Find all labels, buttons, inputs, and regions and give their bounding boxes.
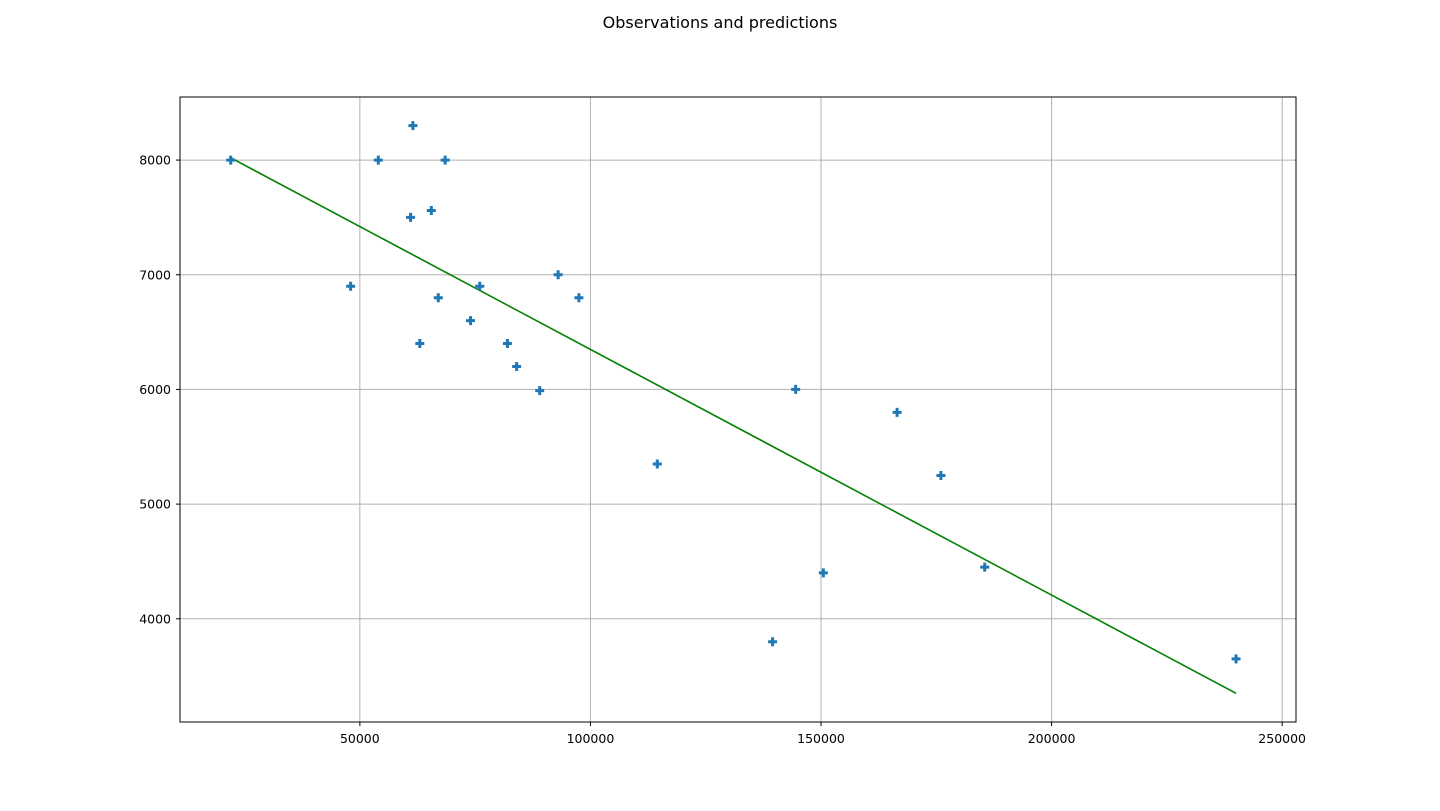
- observation-point: [346, 281, 356, 291]
- observation-point: [818, 568, 828, 578]
- x-tick-label: 50000: [340, 731, 380, 746]
- observation-point: [553, 270, 563, 280]
- y-tick-label: 6000: [139, 382, 171, 397]
- observation-point: [512, 361, 522, 371]
- x-tick-label: 200000: [1028, 731, 1076, 746]
- observation-point: [791, 384, 801, 394]
- observation-point: [1231, 654, 1241, 664]
- y-tick-label: 4000: [139, 611, 171, 626]
- observation-point: [433, 293, 443, 303]
- x-tick-label: 100000: [567, 731, 615, 746]
- observation-point: [936, 470, 946, 480]
- observation-point: [406, 212, 416, 222]
- observation-point: [440, 155, 450, 165]
- observation-point: [980, 562, 990, 572]
- observation-point: [408, 121, 418, 131]
- y-tick-label: 7000: [139, 267, 171, 282]
- y-tick-label: 5000: [139, 497, 171, 512]
- observation-point: [373, 155, 383, 165]
- prediction-line: [230, 157, 1237, 695]
- observation-point: [226, 155, 236, 165]
- observation-point: [475, 281, 485, 291]
- observation-point: [426, 206, 436, 216]
- observation-point: [892, 407, 902, 417]
- observation-point: [535, 386, 545, 396]
- observation-point: [502, 339, 512, 349]
- observation-point: [466, 316, 476, 326]
- x-tick-label: 250000: [1258, 731, 1306, 746]
- observation-point: [652, 459, 662, 469]
- y-tick-label: 8000: [139, 153, 171, 168]
- observation-point: [768, 637, 778, 647]
- chart-title: Observations and predictions: [602, 13, 838, 32]
- plot-frame: [179, 96, 1297, 723]
- observation-point: [415, 339, 425, 349]
- x-tick-label: 150000: [797, 731, 845, 746]
- observation-point: [574, 293, 584, 303]
